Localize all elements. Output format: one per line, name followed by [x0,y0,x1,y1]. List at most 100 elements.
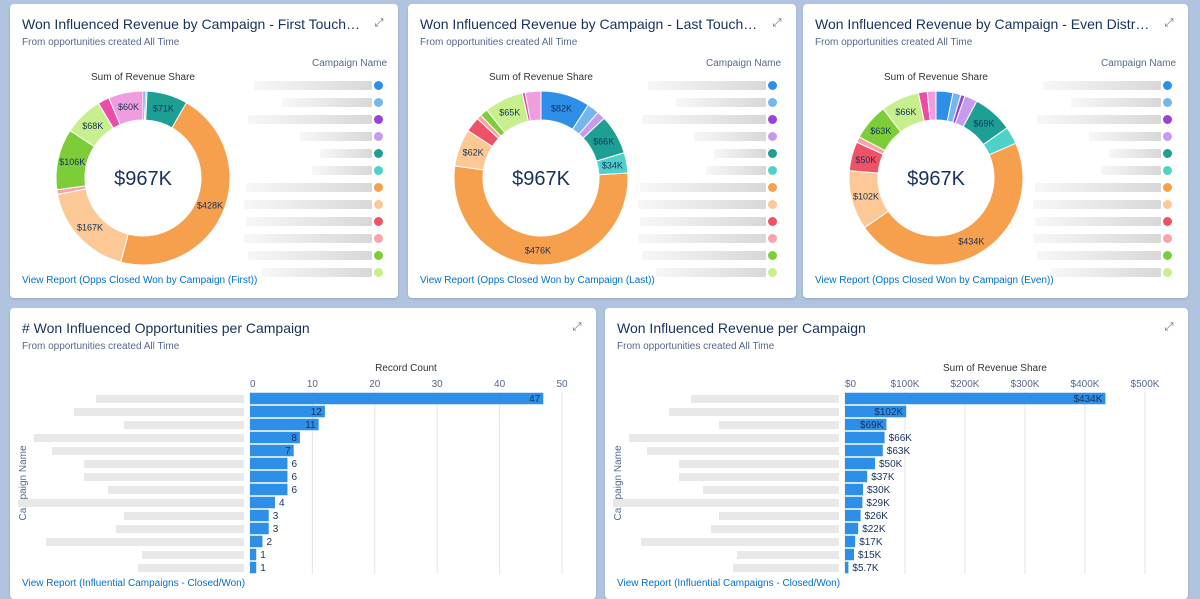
legend-color-dot [768,200,777,209]
legend-item[interactable] [803,111,1188,128]
legend-item[interactable] [10,264,398,281]
donut-chart[interactable]: Sum of Revenue Share $82K $66K $34K $476K $62… [431,64,651,284]
bar[interactable] [250,535,263,548]
legend-item[interactable] [10,247,398,264]
view-report-link[interactable]: View Report (Opps Closed Won by Campaign… [815,275,1054,286]
bar[interactable] [845,470,868,483]
legend-color-dot [768,251,777,260]
bar[interactable] [845,509,861,522]
legend-item[interactable] [10,196,398,213]
legend-item[interactable] [10,213,398,230]
legend-item[interactable] [408,111,796,128]
tick-label: 50 [556,379,568,390]
donut-slice[interactable] [453,165,629,266]
card-even-distribution: Won Influenced Revenue by Campaign - Eve… [803,4,1188,298]
legend-item[interactable] [408,213,796,230]
bar-value-label: $69K [860,420,884,431]
legend-item[interactable] [10,128,398,145]
donut-chart[interactable]: Sum of Revenue Share $71K $428K $167K $106K $… [33,64,253,284]
legend-item[interactable] [803,162,1188,179]
bar[interactable] [250,418,319,431]
legend-item[interactable] [10,145,398,162]
slice-label: $66K [895,107,916,117]
bar[interactable] [845,561,849,574]
legend-item[interactable] [803,247,1188,264]
bar[interactable] [250,444,294,457]
bar[interactable] [250,431,300,444]
expand-icon[interactable]: ⤢ [772,17,782,29]
legend-item[interactable] [408,264,796,281]
legend-item[interactable] [10,111,398,128]
legend-item[interactable] [803,196,1188,213]
legend-item[interactable] [803,230,1188,247]
legend-item[interactable] [408,162,796,179]
bar[interactable] [845,483,863,496]
donut-slice[interactable] [524,90,542,122]
slice-label: $63K [870,126,891,136]
view-report-link[interactable]: View Report (Influential Campaigns - Clo… [22,578,246,589]
legend-item[interactable] [408,145,796,162]
expand-icon[interactable]: ⤢ [374,17,384,29]
slice-label: $69K [973,119,994,129]
bar[interactable] [845,392,1106,405]
legend-item[interactable] [408,247,796,264]
legend-item[interactable] [408,179,796,196]
bar[interactable] [845,418,887,431]
bar[interactable] [250,561,257,574]
legend-item[interactable] [408,196,796,213]
expand-icon[interactable]: ⤢ [1164,321,1174,333]
bar[interactable] [250,496,275,509]
legend-item[interactable] [10,94,398,111]
legend-item[interactable] [803,94,1188,111]
legend-label-redacted [248,115,372,124]
bar[interactable] [250,548,257,561]
legend-item[interactable] [10,77,398,94]
bar-value-label: $17K [859,537,883,548]
legend-item[interactable] [803,77,1188,94]
legend-item[interactable] [408,230,796,247]
legend-color-dot [1163,200,1172,209]
bar[interactable] [845,431,885,444]
legend-color-dot [374,149,383,158]
bar[interactable] [845,444,883,457]
bar[interactable] [250,470,288,483]
bar[interactable] [250,392,544,405]
legend-item[interactable] [10,179,398,196]
bar[interactable] [845,548,854,561]
legend-item[interactable] [408,128,796,145]
legend-item[interactable] [803,213,1188,230]
legend-item[interactable] [10,230,398,247]
view-report-link[interactable]: View Report (Opps Closed Won by Campaign… [420,275,655,286]
view-report-link[interactable]: View Report (Opps Closed Won by Campaign… [22,275,258,286]
bar[interactable] [845,535,856,548]
bar-chart[interactable]: Sum of Revenue Share $0 $100K $200K $300K $40… [605,358,1188,590]
bar[interactable] [250,457,288,470]
legend-item[interactable] [803,264,1188,281]
legend-item[interactable] [803,179,1188,196]
view-report-link[interactable]: View Report (Influential Campaigns - Clo… [617,578,841,589]
legend-item[interactable] [803,128,1188,145]
bar[interactable] [845,457,875,470]
legend-item[interactable] [408,94,796,111]
bar-value-label: 1 [260,563,266,574]
bar[interactable] [250,522,269,535]
donut-slice[interactable] [120,101,231,266]
legend-item[interactable] [408,77,796,94]
bar[interactable] [250,405,325,418]
legend-item[interactable] [10,162,398,179]
legend-color-dot [1163,166,1172,175]
legend-item[interactable] [803,145,1188,162]
donut-slice[interactable] [926,90,937,121]
bar-value-label: $22K [862,524,886,535]
expand-icon[interactable]: ⤢ [572,321,582,333]
donut-chart[interactable]: Sum of Revenue Share $69K $434K $102K $50K $6… [826,64,1046,284]
bar[interactable] [250,509,269,522]
bar[interactable] [845,522,859,535]
donut-slice[interactable] [108,90,144,126]
expand-icon[interactable]: ⤢ [1164,17,1174,29]
bar[interactable] [845,496,863,509]
bar[interactable] [250,483,288,496]
bar[interactable] [845,405,907,418]
donut-slice[interactable] [863,142,1024,266]
